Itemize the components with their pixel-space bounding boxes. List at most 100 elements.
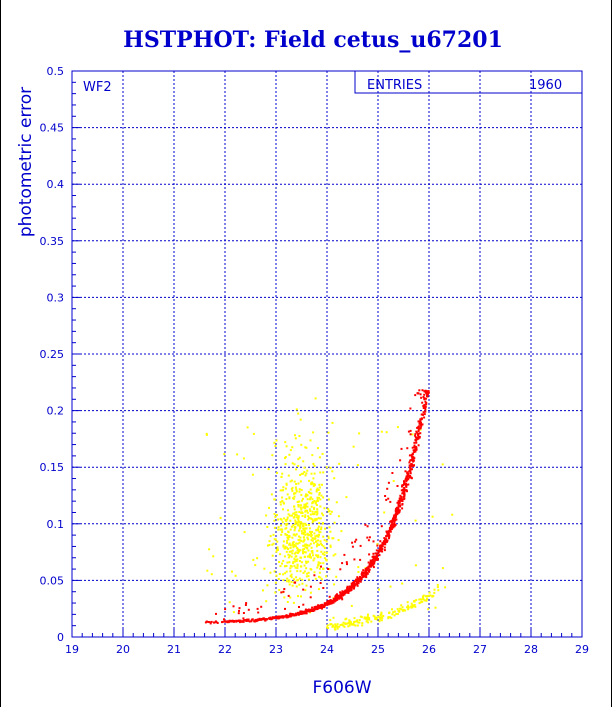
yellow-point xyxy=(293,529,296,532)
yellow-point xyxy=(296,547,299,549)
yellow-point xyxy=(298,529,300,532)
yellow-point xyxy=(208,548,211,551)
yellow-point xyxy=(282,540,285,543)
yellow-point xyxy=(315,500,318,503)
red-point xyxy=(343,591,346,594)
yellow-point xyxy=(232,611,235,614)
yellow-point xyxy=(301,532,303,535)
red-point xyxy=(404,483,407,485)
yellow-point xyxy=(401,606,404,609)
yellow-point xyxy=(313,500,316,502)
yellow-point xyxy=(352,445,355,448)
yellow-point xyxy=(314,502,317,505)
yellow-point xyxy=(305,527,308,530)
red-point xyxy=(365,573,368,576)
yellow-point xyxy=(314,577,317,580)
red-point xyxy=(379,540,382,543)
yellow-point xyxy=(291,584,294,587)
yellow-point xyxy=(295,513,298,516)
yellow-point xyxy=(295,560,298,563)
yellow-point xyxy=(298,435,301,437)
yellow-point xyxy=(306,532,309,535)
yellow-point xyxy=(342,621,345,624)
red-point xyxy=(268,617,271,620)
yellow-point xyxy=(299,506,302,509)
yellow-point xyxy=(290,488,293,491)
red-point xyxy=(406,472,409,475)
red-point xyxy=(410,476,413,479)
yellow-point xyxy=(363,616,366,619)
red-point xyxy=(384,495,387,497)
y-tick-label: 0.4 xyxy=(47,178,65,191)
red-point xyxy=(364,567,367,570)
yellow-point xyxy=(296,558,299,561)
yellow-point xyxy=(306,494,309,497)
yellow-point xyxy=(284,572,287,575)
yellow-point xyxy=(318,531,321,534)
yellow-point xyxy=(305,472,308,475)
yellow-point xyxy=(285,534,288,536)
red-point xyxy=(411,446,414,449)
red-point xyxy=(390,528,393,530)
yellow-point xyxy=(325,466,328,469)
red-point xyxy=(411,457,414,460)
yellow-point xyxy=(309,509,312,512)
red-point xyxy=(406,476,409,479)
yellow-point xyxy=(334,623,337,626)
yellow-point xyxy=(325,575,328,578)
yellow-point xyxy=(284,519,287,522)
yellow-point xyxy=(325,559,328,562)
red-point xyxy=(385,498,388,501)
red-point xyxy=(238,609,240,612)
yellow-point xyxy=(376,543,379,546)
red-point xyxy=(314,606,317,608)
yellow-point xyxy=(316,508,319,511)
red-point xyxy=(393,520,396,523)
yellow-point xyxy=(402,609,404,612)
grid-lines xyxy=(72,71,582,637)
yellow-point xyxy=(279,553,282,556)
red-point xyxy=(395,518,398,521)
red-point xyxy=(233,620,236,623)
yellow-point xyxy=(321,522,324,525)
yellow-point xyxy=(366,617,369,620)
yellow-point xyxy=(302,544,305,547)
red-point xyxy=(235,620,238,623)
yellow-point xyxy=(322,567,325,570)
yellow-point xyxy=(339,623,342,626)
yellow-point xyxy=(303,529,306,532)
red-point xyxy=(374,552,377,555)
red-point xyxy=(380,525,383,528)
yellow-point xyxy=(292,560,295,563)
yellow-point xyxy=(310,539,313,542)
yellow-point xyxy=(391,608,393,611)
y-tick-label: 0.2 xyxy=(47,405,65,418)
red-point xyxy=(421,423,424,426)
red-point xyxy=(239,619,242,622)
red-point xyxy=(377,558,379,560)
yellow-point xyxy=(327,498,330,501)
red-point xyxy=(401,484,404,487)
red-point xyxy=(411,452,414,455)
yellow-point xyxy=(347,625,350,628)
yellow-point xyxy=(303,466,306,469)
red-point xyxy=(390,520,393,523)
red-point xyxy=(398,504,401,507)
yellow-point xyxy=(322,514,325,517)
yellow-point xyxy=(313,508,315,510)
yellow-point xyxy=(334,628,337,631)
yellow-point xyxy=(321,452,324,455)
yellow-point xyxy=(294,527,297,530)
yellow-point xyxy=(273,498,276,501)
yellow-point xyxy=(234,574,237,577)
yellow-point xyxy=(287,530,290,533)
yellow-point xyxy=(284,441,287,444)
yellow-point xyxy=(312,542,315,545)
yellow-point xyxy=(310,492,313,495)
yellow-point xyxy=(322,562,325,565)
yellow-point xyxy=(318,493,321,496)
yellow-point xyxy=(298,500,301,503)
yellow-point xyxy=(278,589,281,591)
yellow-point xyxy=(304,505,307,508)
red-point xyxy=(257,611,260,614)
